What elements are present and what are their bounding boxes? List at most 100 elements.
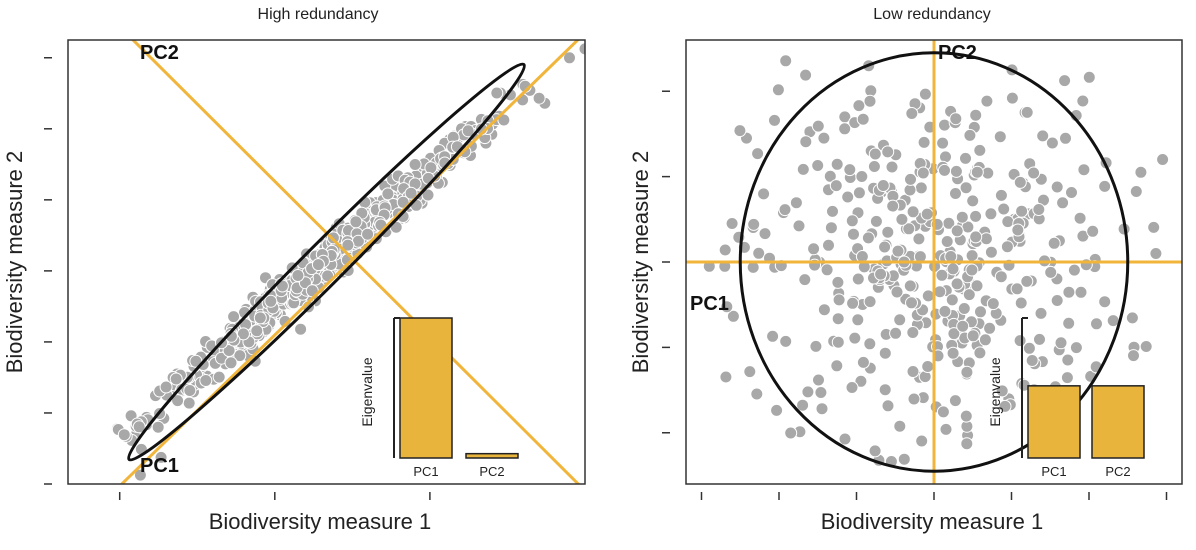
left-subtitle: High redundancy [258,6,379,23]
data-point [227,310,241,324]
data-point [831,2,843,14]
data-point [733,124,747,138]
data-point [820,263,834,277]
data-point [912,232,926,246]
data-point [874,267,888,281]
data-point [1050,180,1064,194]
data-point [1034,306,1048,320]
data-point [933,285,947,299]
data-point [893,313,907,327]
data-point [169,372,183,386]
data-point [902,222,916,236]
left-pc1-label: PC1 [140,455,179,477]
data-point [421,188,435,202]
data-point [1098,179,1112,193]
data-point [907,392,921,406]
inset-y-label: Eigenvalue [987,357,1003,426]
data-point [349,215,363,229]
data-point [914,181,928,195]
data-point [881,399,895,413]
data-point [936,136,950,150]
right-y-ticks [662,90,670,434]
data-point [1086,224,1100,238]
data-point [212,370,226,384]
data-point [182,396,196,410]
data-point [984,207,998,221]
data-point [876,179,890,192]
right-pc2-label: PC2 [938,42,977,64]
data-point [970,279,984,293]
data-point [950,224,964,238]
data-point [151,420,165,434]
data-point [222,344,236,357]
data-point [945,293,959,307]
data-point [948,394,962,408]
data-point [799,135,813,149]
data-point [963,128,977,142]
data-point [1013,334,1027,348]
data-point [856,112,870,126]
data-point [1077,163,1091,177]
data-point [863,94,877,108]
data-point [846,296,860,310]
data-point [856,355,870,369]
data-point [956,319,970,333]
data-point [1025,354,1039,367]
eigenvalue-bar-pc2 [1091,385,1145,459]
data-point [940,235,954,248]
data-point [890,285,904,299]
data-point [965,263,979,277]
data-point [869,214,883,228]
data-point [1062,316,1076,330]
data-point [851,313,865,327]
data-point [891,244,905,258]
right-eigenvalue-inset: PC1 PC2 Eigenvalue [987,317,1145,479]
data-point [906,205,920,219]
data-point [1060,371,1074,385]
data-point [1044,265,1058,279]
data-point [998,399,1012,413]
data-point [838,122,852,136]
data-point [1149,247,1163,260]
data-point [311,258,325,272]
data-point [935,268,949,282]
data-point [750,387,764,401]
data-point [973,143,987,157]
data-point [1069,341,1083,355]
data-point [1000,240,1014,254]
right-subtitle: Low redundancy [873,6,990,23]
eigenvalue-bar-pc2 [465,452,519,459]
data-point [563,51,576,65]
data-point [1098,295,1112,309]
data-point [854,2,866,14]
data-point [852,186,866,200]
data-point [878,240,892,254]
data-point [841,190,855,204]
data-point [959,151,972,165]
data-point [1027,166,1041,180]
data-point [831,275,845,289]
data-point [1010,282,1024,296]
data-point [264,294,278,308]
data-point [994,270,1008,284]
data-point [817,303,831,317]
data-point [973,346,987,360]
data-point [361,227,375,241]
data-point [747,217,761,231]
data-point [497,113,511,127]
data-point [905,296,918,310]
left-panel: High redundancy PC2 PC1 PC1 PC2 Eigenvalue… [2,6,586,534]
data-point [955,210,969,224]
data-point [861,231,875,245]
data-point [868,444,882,458]
data-point [969,108,983,122]
data-point [811,119,825,133]
inset-category-label: PC2 [479,464,504,479]
data-point [969,209,983,223]
data-point [938,163,951,177]
data-point [1014,296,1028,310]
data-point [895,212,909,226]
data-point [490,86,504,100]
eigenvalue-bar-pc1 [1027,385,1081,459]
data-point [792,219,806,233]
